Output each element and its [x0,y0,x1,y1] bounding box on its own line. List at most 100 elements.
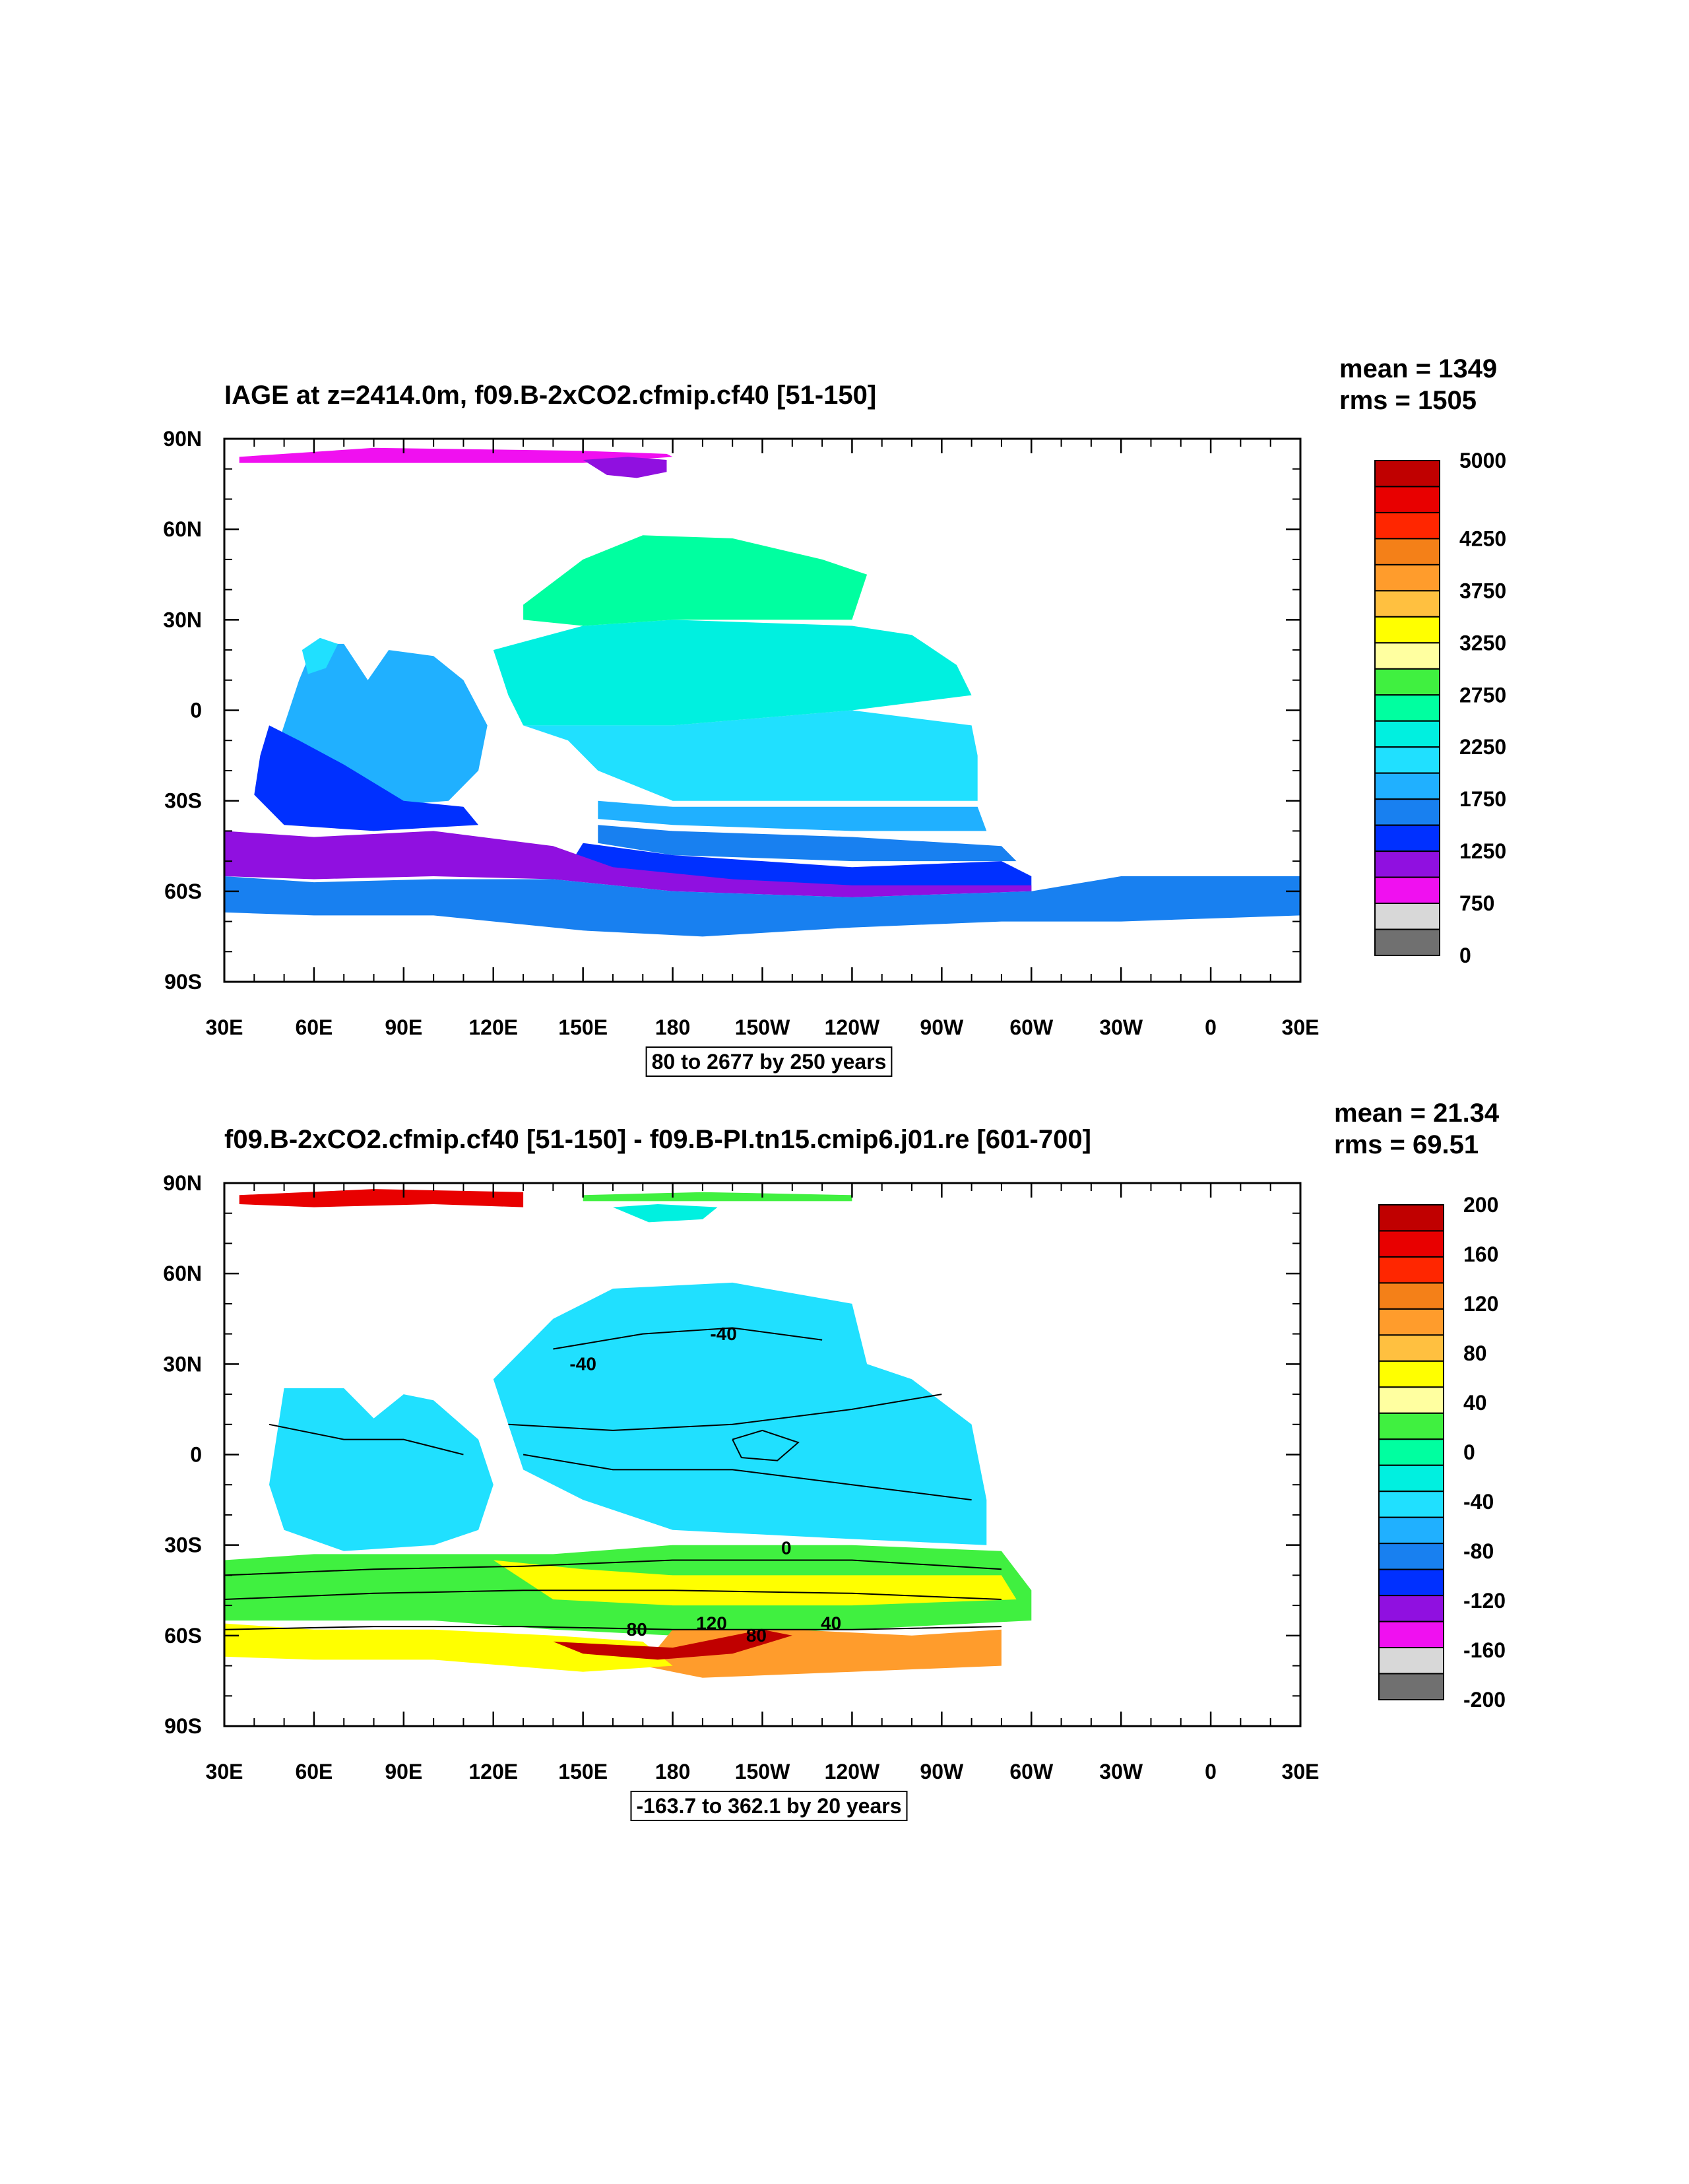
region-se-atlantic-magenta [90,701,164,795]
eq-atlantic-ring [30,1440,99,1470]
colorbar-box [1374,511,1440,540]
lon-label: 90W [920,1760,964,1783]
lat-label: 0 [190,1443,202,1467]
panel-title: IAGE at z=2414.0m, f09.B-2xCO2.cfmip.cf4… [224,381,876,410]
region-pacific-lightblue [523,710,978,801]
colorbar-label: 3250 [1459,631,1506,655]
colorbar-box [1378,1230,1444,1258]
colorbar-box [1378,1464,1444,1493]
lon-label: 90E [385,1015,422,1039]
contour-info-box: -163.7 to 362.1 by 20 years [630,1791,908,1821]
lat-label: 60S [164,880,202,903]
lat-label: 0 [190,699,202,723]
colorbar-label: -40 [1463,1490,1494,1514]
colorbar-box [1378,1673,1444,1701]
contour-info: -163.7 to 362.1 by 20 years [636,1794,901,1818]
region-indian-deep-blue [254,725,479,831]
region-labrador-darkred [0,1262,90,1340]
lon-label: 30E [206,1760,243,1783]
lon-label: 90E [385,1760,422,1783]
region-arctic-green-strip [583,1192,852,1202]
mean-value: mean = 21.34 [1334,1099,1500,1128]
colorbar-box [1374,798,1440,826]
lat-label: 30S [164,1533,202,1557]
lon-label: 120W [825,1015,880,1039]
indian-contour-1 [269,1423,464,1456]
lat-label: 30N [163,1352,202,1376]
colorbar-box [1374,746,1440,774]
lat-label: 90S [164,1714,202,1738]
colorbar-box [1378,1595,1444,1622]
lon-label: 150E [558,1760,608,1783]
region-southern-dark-blue [598,825,1017,862]
colorbar-label: 80 [1463,1341,1487,1365]
lon-label: 150E [558,1015,608,1039]
region-ne-atlantic-magenta [60,620,90,656]
pacific-contour-3 [553,1327,823,1350]
pacific-contour-2 [508,1394,942,1431]
lat-label: 30N [163,608,202,631]
colorbar-box [1378,1282,1444,1310]
colorbar-box [1374,876,1440,905]
colorbar-box [1378,1360,1444,1388]
region-atlantic-gray [0,521,105,816]
colorbar-label: -80 [1463,1539,1494,1563]
colorbar-box [1374,616,1440,644]
colorbar-box [1378,1647,1444,1675]
region-nordic-dark [0,508,81,544]
label-m40-b: -40 [569,1353,596,1374]
lat-label: 60N [163,517,202,541]
colorbar-label: 120 [1463,1292,1498,1316]
colorbar-label: 2250 [1459,735,1506,759]
colorbar-box [1378,1438,1444,1466]
lat-label: 30S [164,789,202,813]
lat-label: 60S [164,1624,202,1648]
colorbar-box [1374,563,1440,592]
colorbar-box [1374,668,1440,696]
colorbar-box [1374,772,1440,800]
region-arctic-red-strip [239,1189,524,1207]
contour-info-box: 80 to 2677 by 250 years [645,1046,893,1077]
contour-info-frame [630,1791,908,1821]
lon-label: 60E [295,1760,333,1783]
colorbar-box [1374,642,1440,670]
rms-value: rms = 69.51 [1334,1130,1479,1159]
region-south-atlantic-green [60,1536,90,1560]
colorbar-box [1374,538,1440,565]
colorbar-box [1378,1543,1444,1570]
colorbar-label: 5000 [1459,449,1506,472]
southern-contour-3 [224,1626,1002,1630]
colorbar-box [1378,1568,1444,1597]
lon-label: 0 [1205,1760,1217,1783]
southern-contour-2 [224,1590,1002,1600]
southern-contour-1 [224,1559,1002,1576]
colorbar: 5000 4250 3750 3250 2750 2250 1750 1250 750 0 [1374,449,1506,967]
colorbar-label: 750 [1459,891,1494,915]
colorbar-box [1378,1491,1444,1518]
colorbar-box [1374,460,1440,488]
lon-label: 30E [1282,1015,1320,1039]
lon-label: 150W [735,1760,790,1783]
panel-title: f09.B-2xCO2.cfmip.cf40 [51-150] - f09.B-… [224,1125,1091,1154]
region-arctic-central-purple [583,457,667,478]
colorbar-label: 4250 [1459,527,1506,550]
lon-label: 120W [825,1760,880,1783]
field-regions [0,447,1300,937]
atlantic-contour-2 [0,1485,150,1515]
colorbar-label: 40 [1463,1391,1487,1415]
colorbar-box [1374,903,1440,930]
lon-label: 30E [206,1015,243,1039]
colorbar-label: 3750 [1459,579,1506,602]
contour-info: 80 to 2677 by 250 years [652,1050,887,1074]
region-south-atlantic-blue [45,1599,224,1617]
label-m40-a: -40 [710,1324,736,1344]
region-pacific-cyan-main [493,1282,987,1545]
lon-label: 90W [920,1015,964,1039]
colorbar-label: 0 [1459,944,1471,967]
mean-value: mean = 1349 [1339,354,1497,383]
colorbar-label: 2750 [1459,683,1506,707]
label-120: 120 [696,1613,727,1634]
